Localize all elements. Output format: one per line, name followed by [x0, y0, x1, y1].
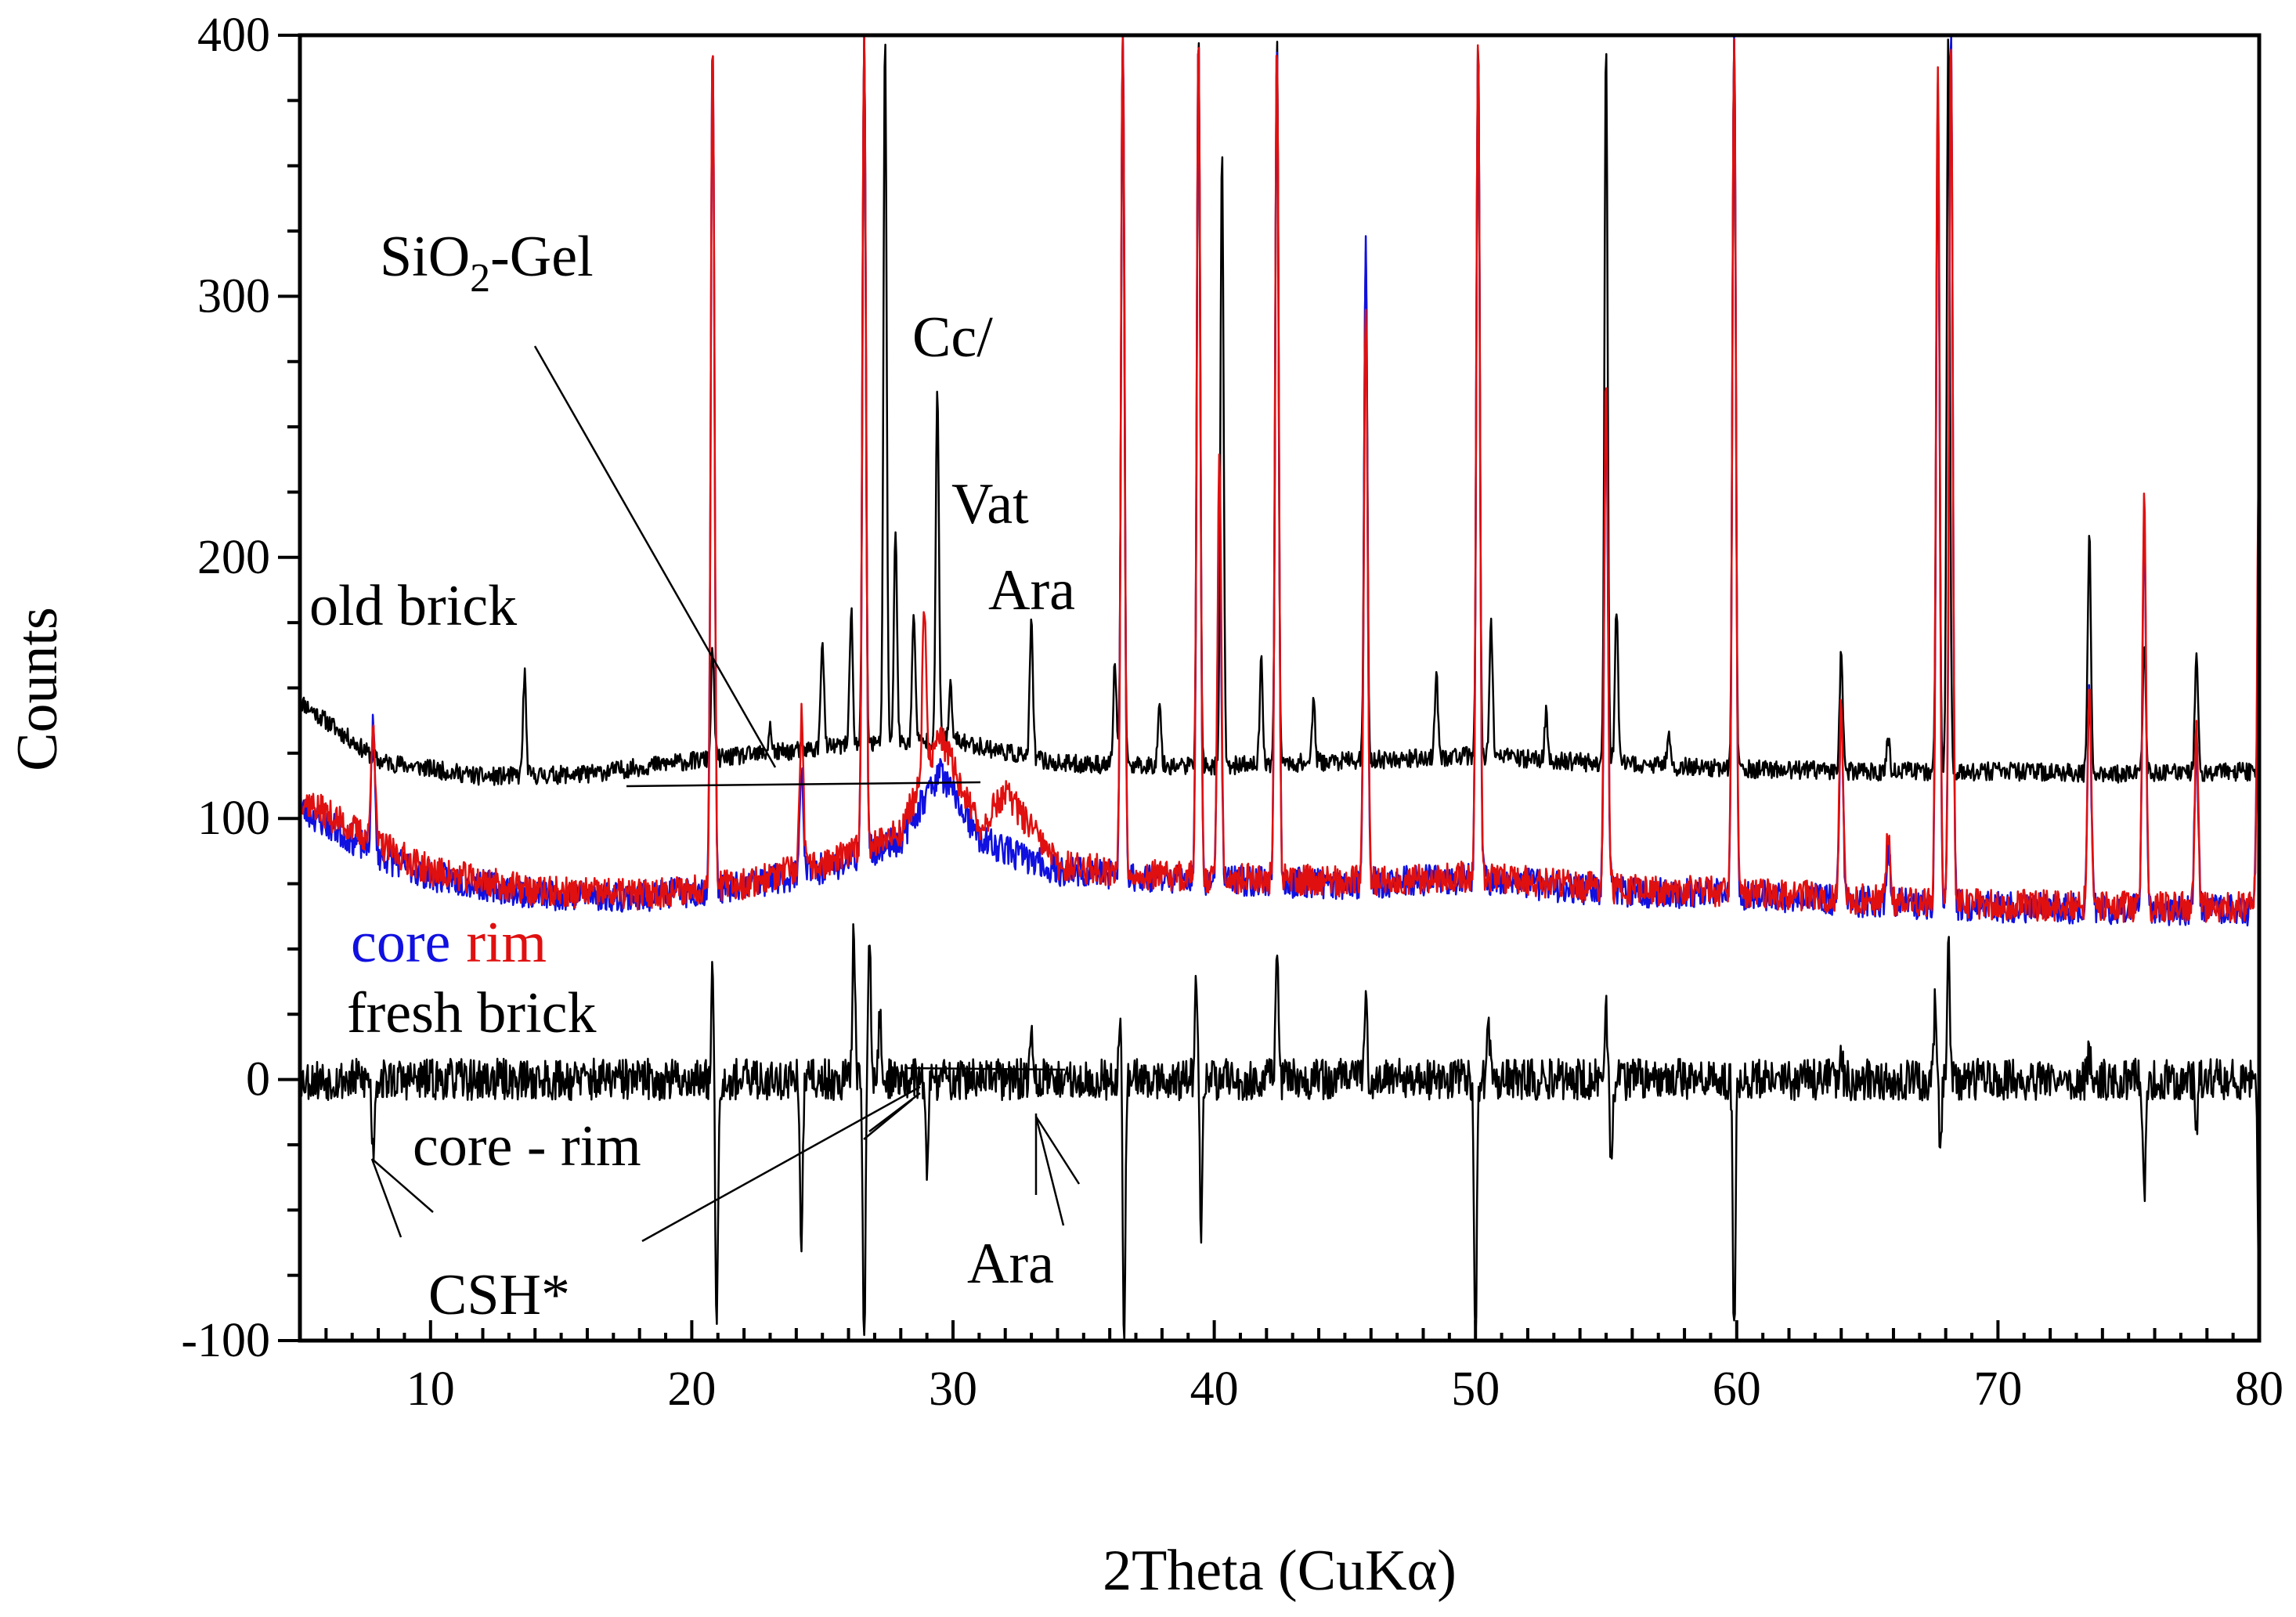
ara-top-label: Ara	[988, 558, 1075, 623]
annotation-leader-line	[1034, 1116, 1065, 1226]
fresh-brick-label: fresh brick	[347, 981, 596, 1045]
x-tick-label: 10	[406, 1363, 455, 1416]
x-tick-label: 70	[1973, 1363, 2022, 1416]
y-tick-label: -100	[181, 1314, 270, 1367]
x-tick-label: 80	[2235, 1363, 2283, 1416]
annotation-leader-line	[371, 1158, 434, 1213]
sio2-gel-label-part2: -Gel	[490, 225, 594, 289]
core-rim-legend: core rim	[351, 911, 547, 975]
y-tick-label: 400	[197, 9, 270, 62]
y-tick-label: 100	[197, 792, 270, 845]
y-tick-label: 300	[197, 269, 270, 323]
annotation-leader-line	[863, 1099, 913, 1140]
rim-legend-label: rim	[466, 911, 547, 975]
sio2-gel-label: SiO2-Gel	[380, 225, 594, 301]
annotation-lines	[370, 345, 1081, 1243]
x-tick-label: 60	[1713, 1363, 1761, 1416]
old-brick-label: old brick	[309, 574, 517, 638]
series-line-core-rim	[298, 922, 2261, 1342]
sio2-gel-label-part1: SiO	[380, 225, 470, 289]
core-minus-rim-label: core - rim	[413, 1114, 641, 1178]
x-tick-label: 20	[667, 1363, 716, 1416]
y-tick-label: 0	[246, 1053, 270, 1106]
sio2-gel-label-subscript: 2	[470, 256, 490, 301]
x-tick-label: 40	[1190, 1363, 1239, 1416]
x-tick-label: 30	[929, 1363, 977, 1416]
cc-label: Cc/	[912, 305, 993, 370]
y-tick-label: 200	[197, 531, 270, 584]
series-layer	[298, 34, 2261, 1342]
x-axis-title: 2Theta (CuKα)	[1103, 1539, 1457, 1603]
x-tick-label: 50	[1451, 1363, 1500, 1416]
core-legend-label: core	[351, 911, 450, 975]
annotation-leader-line	[533, 345, 777, 768]
vat-label: Vat	[951, 472, 1029, 536]
series-line-rim	[298, 34, 2261, 923]
annotation-leader-line	[904, 1067, 1066, 1071]
ara-bottom-label: Ara	[967, 1232, 1054, 1296]
annotation-leader-line	[370, 1158, 403, 1238]
x-axis-ticks: 10 20 30 40 50 60 70 80	[324, 1320, 2283, 1416]
annotation-leader-line	[1034, 1116, 1081, 1185]
annotation-leader-line	[641, 1085, 921, 1243]
csh-label: CSH*	[428, 1263, 570, 1327]
y-axis-title: Counts	[5, 607, 70, 771]
annotation-leader-line	[626, 781, 981, 788]
y-axis-ticks: -100 0 100 200 300 400	[181, 9, 300, 1367]
